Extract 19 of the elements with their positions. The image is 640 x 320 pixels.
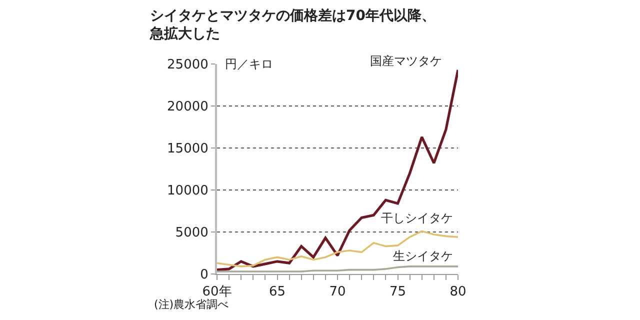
x-tick-label: 65	[268, 284, 286, 300]
chart-title: シイタケとマツタケの価格差は70年代以降、急拡大した	[149, 8, 436, 42]
y-tick-label: 25000	[167, 58, 208, 73]
y-tick-label: 5000	[175, 226, 208, 241]
line-series	[217, 230, 458, 268]
y-tick-label: 10000	[167, 184, 208, 199]
series-label: 国産マツタケ	[370, 54, 442, 68]
y-tick-label: 15000	[167, 142, 208, 157]
y-tick-label: 0	[200, 268, 208, 283]
y-tick-label: 20000	[167, 100, 208, 115]
x-tick-label: 60年	[202, 284, 232, 300]
line-series	[217, 68, 458, 272]
y-axis-title: 円／キロ	[225, 57, 273, 71]
x-tick-label: 70	[329, 284, 346, 300]
x-tick-label: 80	[450, 284, 466, 300]
series-label: 生シイタケ	[393, 249, 453, 263]
series-label: 干しシイタケ	[381, 211, 453, 225]
x-tick-label: 75	[389, 284, 406, 300]
text: (注)農水省調べ	[154, 298, 229, 311]
